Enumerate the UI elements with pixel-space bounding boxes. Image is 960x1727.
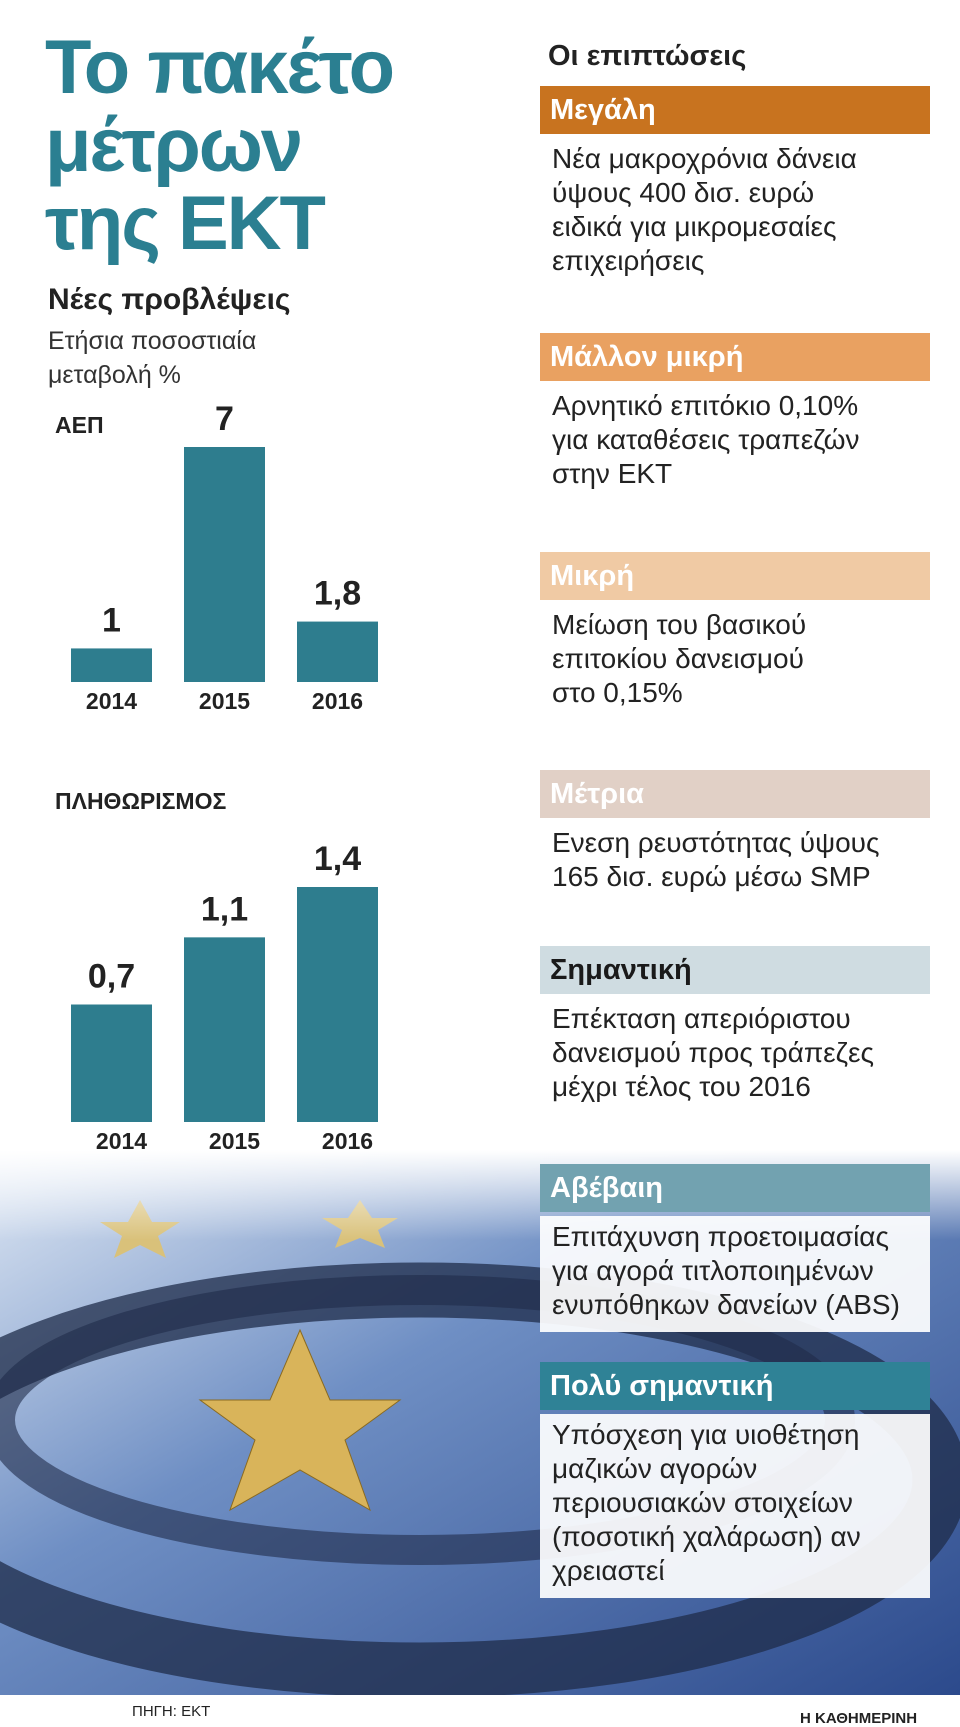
impact-text: Υπόσχεση για υιοθέτηση (552, 1419, 860, 1450)
footer-strip (0, 1695, 960, 1725)
impact-rating: Μάλλον μικρή (540, 333, 930, 381)
impact-text: ύψους 400 δισ. ευρώ (552, 177, 815, 208)
x-tick-label: 2016 (322, 1128, 373, 1154)
value-label: 0,7 (88, 957, 135, 995)
x-tick-label: 2014 (96, 1128, 147, 1154)
title: της ΕΚΤ (45, 181, 326, 266)
impact-text: ενυπόθηκων δανείων (ABS) (552, 1289, 900, 1320)
impact-box (540, 822, 930, 904)
star (198, 1328, 402, 1512)
forecasts-subheading: μεταβολή % (48, 361, 181, 389)
impact-text: επιχειρήσεις (552, 245, 705, 276)
impact-rating: Πολύ σημαντική (540, 1362, 930, 1410)
impact-box (540, 1414, 930, 1598)
bar (297, 621, 378, 682)
impact-text: χρειαστεί (552, 1555, 665, 1586)
chart-title: ΠΛΗΘΩΡΙΣΜΟΣ (55, 788, 226, 814)
value-label: 1,8 (314, 575, 361, 613)
impact-rating: Μεγάλη (540, 86, 930, 134)
title: Το πακέτο (45, 25, 395, 110)
x-tick-label: 2016 (312, 688, 363, 714)
forecasts-heading: Νέες προβλέψεις (48, 283, 291, 316)
impact-text: περιουσιακών στοιχείων (552, 1487, 853, 1518)
impact-box (540, 1216, 930, 1332)
impact-box (540, 138, 930, 288)
impact-text: δανεισμού προς τράπεζες (552, 1037, 874, 1068)
impact-text: μέχρι τέλος του 2016 (552, 1071, 811, 1102)
bar (71, 1004, 152, 1122)
value-label: 7 (215, 400, 234, 438)
impact-text: Μείωση του βασικού (552, 609, 807, 640)
bar (71, 648, 152, 682)
impact-text: για αγορά τιτλοποιημένων (552, 1255, 874, 1286)
x-tick-label: 2015 (209, 1128, 260, 1154)
impact-text: Επέκταση απεριόριστου (552, 1003, 851, 1034)
impact-text: για καταθέσεις τραπεζών (552, 424, 860, 455)
impact-text: (ποσοτική χαλάρωση) αν (552, 1521, 861, 1552)
impact-rating: Μικρή (540, 552, 930, 600)
impact-rating: Αβέβαιη (540, 1164, 930, 1212)
forecasts-subheading: Ετήσια ποσοστιαία (48, 327, 257, 355)
impact-box (540, 604, 930, 720)
impact-text: 165 δισ. ευρώ μέσω SMP (552, 861, 871, 892)
value-label: 1,4 (314, 840, 361, 878)
impact-text: στην ΕΚΤ (552, 458, 673, 489)
impact-text: μαζικών αγορών (552, 1453, 758, 1484)
bar (184, 937, 265, 1122)
impact-rating: Σημαντική (540, 946, 930, 994)
chart-title: ΑΕΠ (55, 412, 104, 438)
impact-box (540, 998, 930, 1114)
impact-text: στο 0,15% (552, 677, 683, 708)
x-tick-label: 2015 (199, 688, 250, 714)
impact-text: ειδικά για μικρομεσαίες (552, 211, 837, 242)
impact-text: Επιτάχυνση προετοιμασίας (552, 1221, 889, 1252)
impact-box (540, 385, 930, 501)
impact-rating: Μέτρια (540, 770, 930, 818)
impact-text: Ενεση ρευστότητας ύψους (552, 827, 880, 858)
value-label: 1 (102, 601, 121, 639)
title: μέτρων (45, 103, 303, 188)
impact-text: Νέα μακροχρόνια δάνεια (552, 143, 857, 174)
bar (297, 887, 378, 1122)
publisher: Η ΚΑΘΗΜΕΡΙΝΗ (800, 1710, 918, 1727)
x-tick-label: 2014 (86, 688, 137, 714)
impacts-heading: Οι επιπτώσεις (548, 40, 747, 72)
bar (184, 447, 265, 682)
impact-text: Αρνητικό επιτόκιο 0,10% (552, 390, 859, 421)
value-label: 1,1 (201, 890, 248, 928)
source: ΠΗΓΗ: ΕΚΤ (132, 1703, 211, 1720)
impact-text: επιτοκίου δανεισμού (552, 643, 804, 674)
